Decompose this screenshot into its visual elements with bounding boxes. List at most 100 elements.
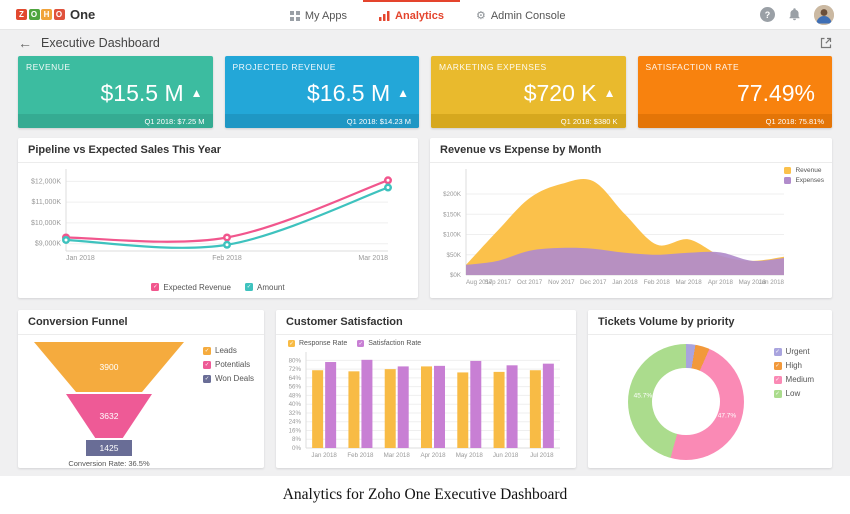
nav-label: Admin Console [490, 9, 566, 22]
grid-icon [289, 10, 300, 21]
legend-label: High [785, 361, 802, 370]
svg-text:40%: 40% [289, 401, 302, 408]
kpi-card-projected-revenue[interactable]: PROJECTED REVENUE $16.5 M ▲ Q1 2018: $14.… [224, 56, 419, 128]
brand-name: One [70, 7, 96, 22]
nav-item-admin-console[interactable]: ⚙ Admin Console [460, 0, 581, 29]
legend-label: Expenses [795, 177, 824, 184]
svg-text:Feb 2018: Feb 2018 [644, 279, 671, 286]
donut-legend: ✓ Urgent ✓ High ✓ Medium ✓ Low [773, 347, 814, 398]
legend-item-urgent[interactable]: ✓ Urgent [773, 347, 814, 356]
nav-item-my-apps[interactable]: My Apps [274, 0, 363, 29]
trend-up-icon: ▲ [397, 86, 409, 100]
user-avatar[interactable] [814, 4, 834, 25]
expand-icon[interactable] [820, 37, 832, 49]
svg-text:$12,000K: $12,000K [31, 178, 61, 185]
donut-slice-label-low: 45.7% [633, 392, 653, 400]
svg-text:Jan 2018: Jan 2018 [66, 255, 95, 262]
kpi-row: REVENUE $15.5 M ▲ Q1 2018: $7.25 M PROJEC… [18, 56, 832, 128]
chart-icon [379, 10, 390, 21]
legend-item-won-deals[interactable]: ✓ Won Deals [203, 374, 254, 383]
conversion-funnel[interactable]: 3900 3632 1425 Conversion Rate: 36.5% [34, 342, 184, 468]
notifications-icon[interactable] [788, 8, 801, 21]
legend-item-expected-revenue[interactable]: ✓ Expected Revenue [151, 283, 231, 292]
kpi-card-revenue[interactable]: REVENUE $15.5 M ▲ Q1 2018: $7.25 M [18, 56, 213, 128]
legend-swatch: ✓ [357, 340, 365, 347]
svg-text:Nov 2017: Nov 2017 [548, 279, 575, 286]
help-icon[interactable]: ? [760, 7, 775, 22]
back-arrow-icon[interactable]: ← [18, 35, 32, 51]
funnel-stage-potentials[interactable]: 3632 [66, 394, 152, 438]
funnel-legend: ✓ Leads ✓ Potentials ✓ Won Deals [203, 342, 254, 468]
tickets-donut-chart[interactable]: 47.7% 45.7% [628, 343, 744, 460]
legend-item-medium[interactable]: ✓ Medium [773, 375, 814, 384]
funnel-stage-won-deals[interactable]: 1425 [86, 440, 132, 456]
legend-item-revenue[interactable]: Revenue [784, 167, 824, 174]
svg-text:$200K: $200K [443, 191, 462, 198]
legend-item-expenses[interactable]: Expenses [784, 177, 824, 184]
svg-text:Sep 2017: Sep 2017 [485, 279, 512, 286]
svg-text:Dec 2017: Dec 2017 [580, 279, 607, 286]
legend-item-leads[interactable]: ✓ Leads [203, 346, 254, 355]
bar-chart-legend: ✓ Response Rate ✓ Satisfaction Rate [276, 335, 576, 348]
svg-text:Apr 2018: Apr 2018 [708, 279, 734, 286]
legend-swatch: ✓ [288, 340, 295, 347]
svg-text:Jan 2018: Jan 2018 [612, 279, 638, 286]
kpi-card-satisfaction-rate[interactable]: SATISFACTION RATE 77.49% Q1 2018: 75.81% [637, 56, 832, 128]
pipeline-line-chart[interactable]: $9,000K $10,000K $11,000K $12,000K Jan 2018 F… [18, 163, 402, 273]
kpi-value: $16.5 M [307, 79, 391, 106]
svg-text:$9,000K: $9,000K [35, 241, 61, 248]
legend-item-response-rate[interactable]: ✓ Response Rate [288, 340, 347, 347]
legend-swatch: ✓ [203, 374, 212, 383]
svg-text:$150K: $150K [443, 211, 462, 218]
svg-text:Jul 2018: Jul 2018 [530, 452, 554, 459]
trend-up-icon: ▲ [190, 86, 203, 100]
svg-text:May 2018: May 2018 [456, 452, 484, 459]
nav-label: My Apps [304, 9, 348, 22]
legend-label: Expected Revenue [163, 282, 232, 292]
tickets-volume-card: Tickets Volume by priority 47.7% 45.7% ✓ U… [588, 310, 832, 468]
zoho-letter-tile: Z [16, 9, 27, 20]
chart-title: Tickets Volume by priority [588, 310, 832, 335]
legend-label: Satisfaction Rate [368, 340, 422, 347]
legend-item-potentials[interactable]: ✓ Potentials [203, 360, 254, 369]
zoho-letter-tile: O [28, 9, 40, 20]
customer-satisfaction-card: Customer Satisfaction ✓ Response Rate ✓ Sat… [276, 310, 576, 468]
funnel-stage-leads[interactable]: 3900 [34, 342, 184, 392]
chart-title: Customer Satisfaction [276, 310, 576, 335]
legend-label: Potentials [215, 360, 251, 369]
svg-text:Jan 2018: Jan 2018 [311, 452, 337, 459]
legend-swatch: ✓ [773, 347, 782, 356]
legend-item-amount[interactable]: ✓ Amount [245, 283, 285, 292]
satisfaction-bar-chart[interactable]: 0% 8% 16%24% 32% 40% 48%56% 64% 72% 80% Jan 2018 F… [276, 348, 564, 466]
kpi-footnote: Q1 2018: $14.23 M [224, 114, 419, 128]
legend-label: Response Rate [299, 340, 348, 347]
legend-item-satisfaction-rate[interactable]: ✓ Satisfaction Rate [357, 340, 421, 347]
svg-text:Jun 2018: Jun 2018 [759, 279, 785, 286]
pipeline-chart-card: Pipeline vs Expected Sales This Year $9,… [18, 138, 418, 298]
legend-item-low[interactable]: ✓ Low [773, 389, 814, 398]
svg-text:Jun 2018: Jun 2018 [493, 452, 519, 459]
svg-text:$11,000K: $11,000K [32, 199, 62, 206]
kpi-label: PROJECTED REVENUE [232, 62, 336, 72]
gear-icon: ⚙ [475, 9, 486, 22]
legend-item-high[interactable]: ✓ High [773, 361, 814, 370]
svg-text:$0K: $0K [450, 272, 462, 279]
bottom-row: Conversion Funnel 3900 3632 1425 Convers… [18, 310, 832, 468]
legend-label: Low [785, 389, 801, 398]
kpi-card-marketing-expenses[interactable]: MARKETING EXPENSES $720 K ▲ Q1 2018: $380… [431, 56, 626, 128]
conversion-funnel-card: Conversion Funnel 3900 3632 1425 Convers… [18, 310, 264, 468]
nav-item-analytics[interactable]: Analytics [363, 0, 460, 29]
legend-label: Amount [257, 282, 285, 292]
zoho-letter-tile: H [41, 9, 52, 20]
svg-text:32%: 32% [289, 410, 302, 417]
svg-text:16%: 16% [289, 427, 302, 434]
legend-label: Medium [785, 375, 814, 384]
conversion-rate-note: Conversion Rate: 36.5% [68, 459, 150, 468]
kpi-label: SATISFACTION RATE [645, 62, 740, 72]
svg-text:Oct 2017: Oct 2017 [517, 279, 543, 286]
kpi-value: $720 K [523, 79, 597, 106]
